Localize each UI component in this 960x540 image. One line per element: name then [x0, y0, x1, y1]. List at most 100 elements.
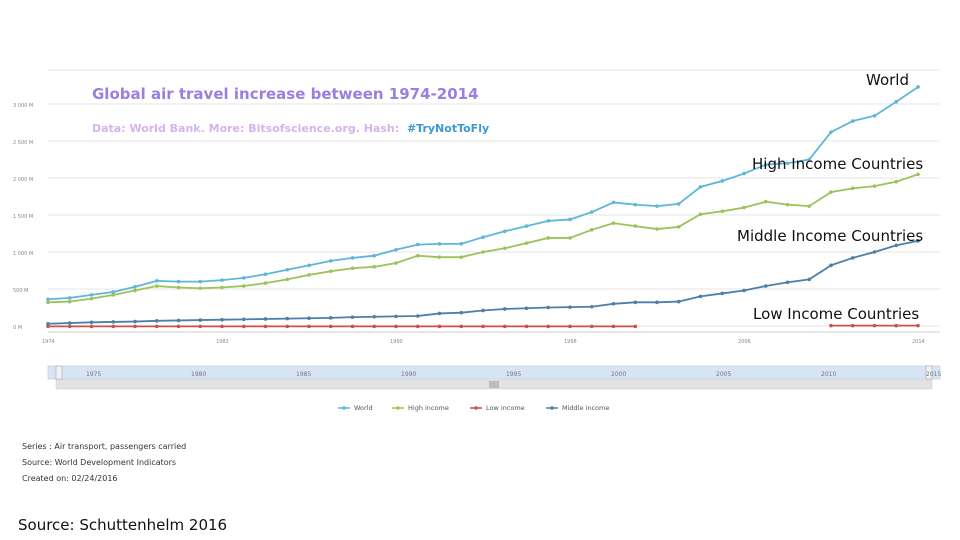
data-point [198, 286, 203, 291]
data-point [285, 316, 290, 321]
navigator-handle-right[interactable] [925, 365, 933, 380]
y-tick-label: 2 500 M [13, 140, 33, 146]
series-high-income [46, 172, 920, 305]
data-point [307, 324, 311, 329]
navigator-label: 1975 [86, 371, 101, 378]
data-point [89, 296, 94, 301]
data-point [829, 190, 833, 194]
data-point [546, 219, 551, 223]
data-point [655, 227, 659, 231]
data-point [241, 284, 246, 288]
data-point [742, 171, 746, 176]
legend-item[interactable]: High income [392, 404, 449, 412]
data-point [807, 277, 812, 282]
data-point [220, 324, 224, 329]
legend-marker [396, 406, 400, 410]
navigator-label: 1990 [401, 371, 416, 378]
data-point [829, 130, 833, 134]
data-point [916, 239, 920, 243]
footer-source: Source: Schuttenhelm 2016 [18, 516, 228, 534]
navigator-track [47, 365, 941, 380]
data-point [263, 317, 268, 321]
meta-series: Series : Air transport, passengers carri… [22, 442, 187, 451]
chart-subtitle: Data: World Bank. More: Bitsofscience.or… [92, 122, 489, 135]
data-point [437, 324, 442, 329]
navigator-label: 1995 [506, 371, 521, 378]
data-point [568, 305, 572, 309]
legend-item[interactable]: Middle income [546, 404, 609, 412]
x-axis-ticks: 1974 1982 1990 1998 2006 2014 [42, 339, 925, 345]
navigator-grip[interactable] [489, 381, 499, 388]
data-point [133, 319, 137, 324]
data-point [742, 288, 746, 293]
data-point [350, 315, 355, 319]
data-point [546, 236, 551, 240]
data-point [154, 324, 159, 329]
data-point [894, 243, 899, 248]
data-point [829, 323, 833, 328]
data-point [372, 324, 377, 329]
data-point [176, 279, 181, 284]
data-point [328, 324, 333, 329]
data-point [67, 321, 72, 325]
data-point [872, 250, 877, 254]
legend-marker [342, 406, 346, 410]
legend-item[interactable]: Low income [470, 404, 525, 412]
navigator-label: 2000 [611, 371, 626, 378]
data-point [459, 255, 464, 259]
data-point [350, 256, 355, 260]
series-lines [46, 85, 920, 329]
data-point [850, 119, 855, 123]
data-point [111, 320, 116, 324]
series-low-income [46, 323, 920, 329]
data-point [785, 161, 790, 165]
subtitle-hashtag: #TryNotToFly [407, 122, 489, 135]
data-point [676, 225, 681, 229]
data-point [133, 324, 137, 329]
navigator-label: 1985 [296, 371, 311, 378]
label-world: World [866, 71, 909, 89]
data-point [720, 209, 725, 214]
data-point [568, 236, 572, 240]
data-point [611, 302, 616, 306]
data-point [763, 162, 768, 167]
y-tick-label: 3 000 M [13, 103, 33, 109]
data-point [67, 324, 72, 329]
data-point [307, 263, 311, 268]
data-point [872, 114, 877, 118]
data-point [546, 305, 551, 310]
series-middle-income [46, 239, 920, 326]
data-point [241, 324, 246, 329]
navigator-handle-left[interactable] [55, 365, 63, 380]
data-point [198, 279, 203, 284]
data-point [546, 324, 551, 329]
legend-item[interactable]: World [338, 404, 373, 412]
data-point [89, 324, 94, 329]
x-tick-label: 2014 [912, 339, 925, 345]
data-point [894, 323, 899, 328]
data-point [829, 263, 833, 268]
data-point [481, 324, 485, 329]
data-point [502, 246, 507, 251]
data-point [394, 324, 398, 329]
data-point [372, 253, 377, 258]
data-point [328, 316, 333, 320]
data-point [394, 247, 398, 252]
data-point [415, 242, 420, 247]
data-point [241, 276, 246, 280]
data-point [285, 277, 290, 282]
y-tick-label: 0 M [13, 325, 22, 331]
data-point [220, 278, 224, 282]
chart-legend: World High income Low income Middle income [338, 404, 609, 412]
chart-title: Global air travel increase between 1974-… [92, 85, 479, 103]
data-point [698, 185, 703, 189]
navigator-label: 2005 [716, 371, 731, 378]
data-point [894, 179, 899, 184]
legend-label: World [354, 404, 373, 412]
data-point [67, 296, 72, 300]
data-point [437, 255, 442, 259]
data-point [894, 99, 899, 104]
data-point [481, 250, 485, 254]
data-point [350, 324, 355, 329]
